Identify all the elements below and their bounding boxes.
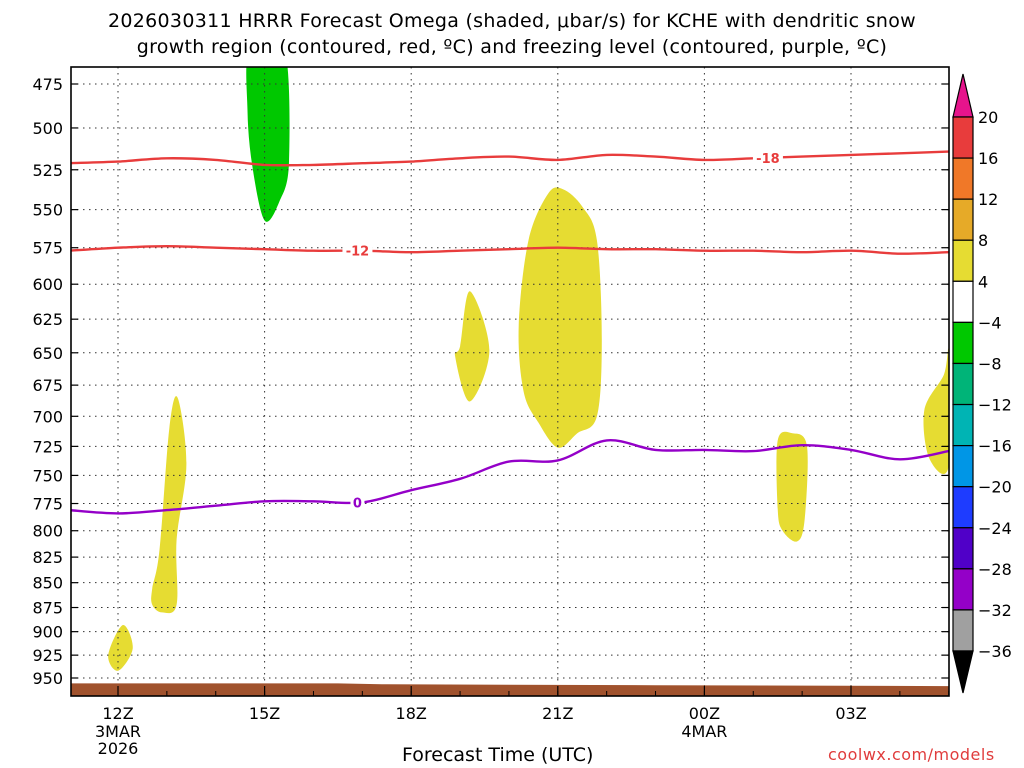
y-tick-label: 550	[32, 201, 63, 220]
y-tick-label: 900	[32, 623, 63, 642]
chart-title: 2026030311 HRRR Forecast Omega (shaded, …	[0, 8, 1024, 60]
colorbar-swatch	[952, 403, 974, 447]
colorbar-label: −24	[978, 519, 1012, 538]
colorbar-label: −20	[978, 478, 1012, 497]
colorbar-label: −4	[978, 313, 1002, 332]
contour-label: 0	[353, 496, 362, 511]
x-tick-sublabel: 3MAR	[95, 722, 141, 741]
y-tick-label: 725	[32, 437, 63, 456]
colorbar-label: 20	[978, 108, 998, 127]
y-tick-label: 875	[32, 599, 63, 618]
y-tick-label: 475	[32, 75, 63, 94]
contour-label-bg	[350, 494, 365, 510]
contour-freezing_0	[71, 439, 949, 515]
contour-dgz_-12	[71, 244, 949, 255]
contour-dgz_-18	[71, 150, 949, 167]
y-tick-label: 650	[32, 344, 63, 363]
colorbar-swatch	[952, 527, 974, 570]
colorbar-swatch	[952, 609, 974, 652]
y-tick-label: 850	[32, 574, 63, 593]
x-tick-label: 21Z	[542, 704, 573, 723]
colorbar-label: 12	[978, 190, 998, 209]
y-tick-label: 775	[32, 495, 63, 514]
contour-label: -18	[756, 152, 780, 167]
x-tick-label: 18Z	[396, 704, 427, 723]
ground-layer	[71, 683, 949, 696]
colorbar-label: 16	[978, 149, 998, 168]
colorbar-label: −12	[978, 396, 1012, 415]
omega-pos-4	[518, 187, 602, 448]
y-tick-label: 750	[32, 466, 63, 485]
y-tick-label: 600	[32, 275, 63, 294]
contour-label-bg	[342, 242, 373, 258]
colorbar-label: −16	[978, 437, 1012, 456]
y-tick-label: 700	[32, 407, 63, 426]
colorbar-top-arrow	[952, 73, 974, 118]
x-tick-label: 03Z	[835, 704, 866, 723]
colorbar-swatch	[952, 362, 974, 406]
x-axis-title: Forecast Time (UTC)	[402, 744, 594, 766]
omega-pos-5	[776, 431, 808, 542]
contour-label-bg	[752, 149, 783, 165]
colorbar-swatch	[952, 321, 974, 365]
y-tick-label: 825	[32, 548, 63, 567]
colorbar-swatch	[952, 157, 974, 200]
x-tick-label: 00Z	[689, 704, 720, 723]
y-tick-label: 950	[32, 669, 63, 688]
colorbar-swatch	[952, 198, 974, 241]
omega-pos-1	[108, 624, 133, 671]
credit-link[interactable]: coolwx.com/models	[828, 745, 995, 764]
y-tick-label: 800	[32, 522, 63, 541]
contour-label: -12	[346, 245, 370, 260]
omega-pos-6	[923, 348, 949, 474]
axes-layer: 475 500 525 550 575 600 625 650 675 700 725 750 775 8…	[32, 66, 950, 758]
x-tick-label: 15Z	[249, 704, 280, 723]
colorbar-swatch	[952, 568, 974, 611]
omega-pos-3	[454, 291, 490, 402]
colorbar-label: −36	[978, 642, 1012, 661]
colorbar-swatch	[952, 239, 974, 282]
colorbar: 20 16 12 8 4 −4 −8 −12 −16 −20 −24 −28 −32 −36	[952, 73, 1012, 694]
y-tick-label: 500	[32, 119, 63, 138]
omega-shading-layer	[108, 67, 949, 671]
contour-layer: -18 -12 0	[71, 149, 949, 515]
x-tick-sublabel: 2026	[98, 739, 139, 758]
y-tick-label: 925	[32, 646, 63, 665]
chart-title-line-1: 2026030311 HRRR Forecast Omega (shaded, …	[107, 10, 917, 32]
y-tick-label: 525	[32, 161, 63, 180]
colorbar-swatch	[952, 116, 974, 159]
grid-layer	[71, 67, 949, 696]
x-tick-label: 12Z	[102, 704, 133, 723]
colorbar-label: −32	[978, 601, 1012, 620]
colorbar-label: 4	[978, 272, 988, 291]
colorbar-swatch	[952, 445, 974, 488]
y-tick-label: 625	[32, 310, 63, 329]
chart-title-line-2: growth region (contoured, red, ºC) and f…	[136, 36, 888, 58]
plot-frame	[70, 66, 950, 697]
colorbar-swatch	[952, 486, 974, 529]
colorbar-label: 8	[978, 231, 988, 250]
colorbar-label: −28	[978, 560, 1012, 579]
omega-neg-1	[246, 67, 290, 222]
ground-terrain	[71, 683, 949, 696]
y-tick-label: 675	[32, 376, 63, 395]
colorbar-bottom-arrow	[952, 650, 974, 694]
x-tick-sublabel: 4MAR	[681, 722, 727, 741]
omega-pos-2	[151, 396, 187, 614]
colorbar-label: −8	[978, 354, 1002, 373]
y-tick-label: 575	[32, 239, 63, 258]
colorbar-swatch	[952, 280, 974, 323]
